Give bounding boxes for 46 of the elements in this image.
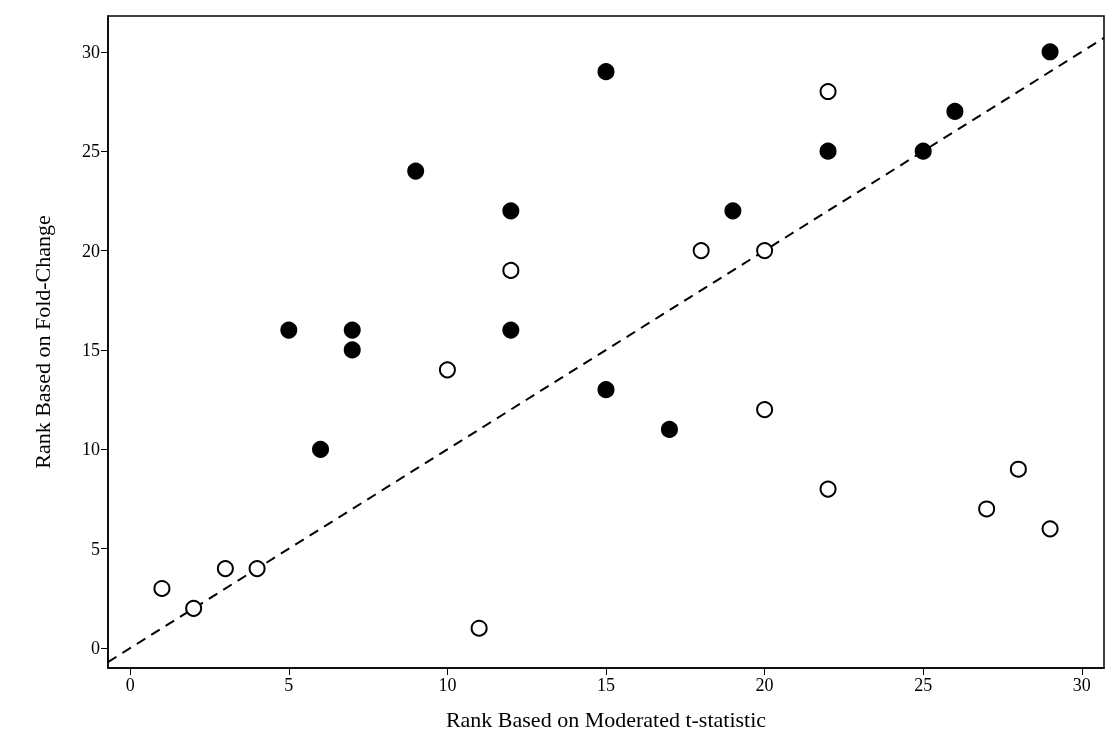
- y-tick-label: 20: [82, 240, 100, 261]
- point: [185, 599, 203, 617]
- y-tick-label: 10: [82, 439, 100, 460]
- point: [216, 560, 234, 578]
- point: [978, 500, 996, 518]
- point: [724, 202, 742, 220]
- point: [597, 381, 615, 399]
- x-tick-label: 10: [438, 675, 457, 695]
- point: [692, 242, 710, 260]
- point: [470, 619, 488, 637]
- y-tick-label: 0: [91, 638, 100, 659]
- x-tick-label: 25: [914, 675, 933, 695]
- x-axis-title: Rank Based on Moderated t-statistic: [445, 706, 767, 732]
- y-tick-label: 30: [82, 41, 100, 62]
- point: [153, 579, 171, 597]
- y-tick-label: 15: [82, 339, 100, 360]
- point: [343, 341, 361, 359]
- point: [343, 321, 361, 339]
- point: [502, 202, 520, 220]
- point: [914, 142, 932, 160]
- point: [407, 162, 425, 180]
- point: [819, 142, 837, 160]
- point: [1041, 43, 1059, 61]
- point: [1009, 460, 1027, 478]
- x-tick-label: 15: [597, 675, 615, 695]
- point: [502, 321, 520, 339]
- x-tick-label: 20: [755, 675, 774, 695]
- point: [819, 83, 837, 101]
- point: [248, 560, 266, 578]
- x-tick-label: 30: [1072, 675, 1091, 695]
- point: [280, 321, 298, 339]
- y-tick-label: 25: [82, 141, 100, 162]
- x-tick-label: 5: [284, 675, 294, 695]
- point: [312, 440, 330, 458]
- point: [1041, 520, 1059, 538]
- point: [756, 401, 774, 419]
- point: [819, 480, 837, 498]
- x-tick-label: 0: [125, 675, 135, 695]
- point: [438, 361, 456, 379]
- point: [946, 102, 964, 120]
- point: [756, 242, 774, 260]
- point: [502, 261, 520, 279]
- y-axis-title: Rank Based on Fold-Change: [29, 215, 55, 469]
- point: [660, 420, 678, 438]
- y-tick-label: 5: [91, 538, 100, 559]
- point: [597, 63, 615, 81]
